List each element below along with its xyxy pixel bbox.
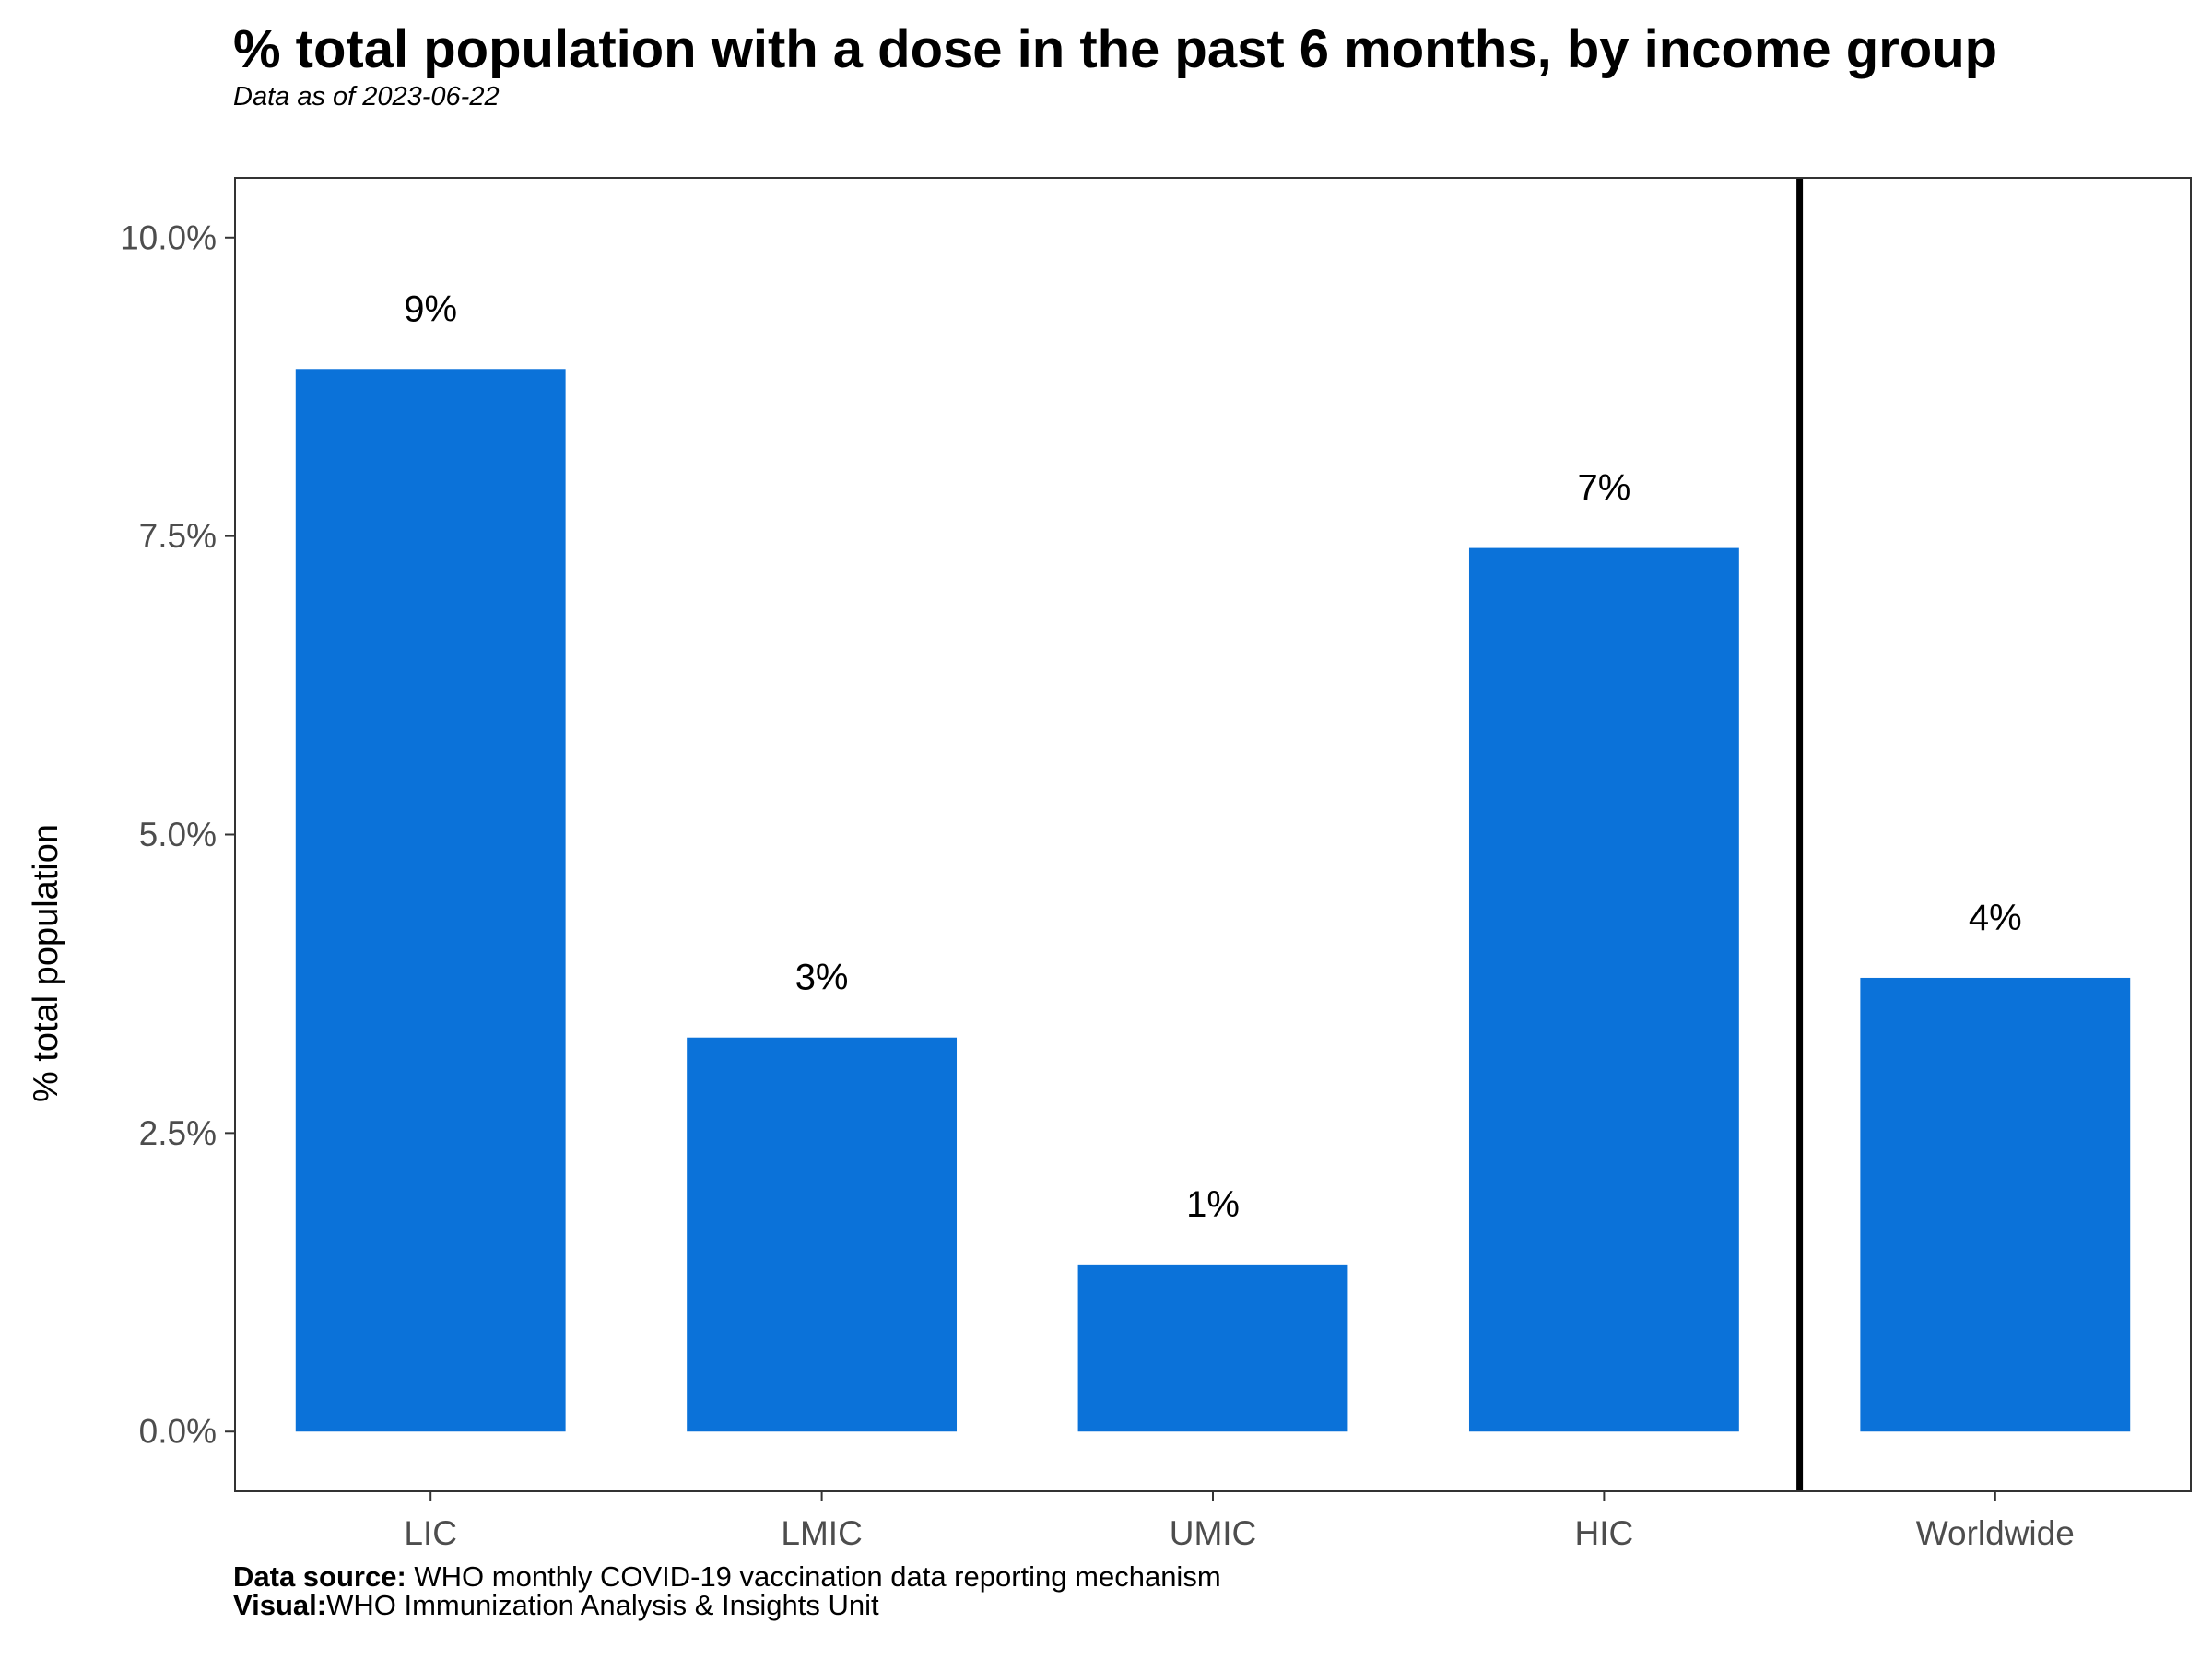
caption-source-text: WHO monthly COVID-19 vaccination data re…: [406, 1560, 1221, 1593]
caption-visual-text: WHO Immunization Analysis & Insights Uni…: [326, 1589, 879, 1621]
data-labels-layer: 9% 3% 1% 7% 4%: [404, 288, 2021, 1225]
x-tick-label-umic: UMIC: [1170, 1514, 1257, 1552]
y-axis: 0.0% 2.5% 5.0% 7.5% 10.0%: [120, 218, 235, 1451]
caption-visual-label: Visual:: [233, 1589, 327, 1621]
chart-subtitle: Data as of 2023-06-22: [233, 82, 500, 112]
data-label-worldwide: 4%: [1969, 898, 2022, 938]
data-label-umic: 1%: [1186, 1184, 1240, 1225]
chart-title: % total population with a dose in the pa…: [233, 19, 1998, 79]
caption-source-label: Data source:: [233, 1560, 406, 1593]
y-tick-label: 2.5%: [139, 1114, 217, 1152]
bar-worldwide: [1860, 977, 2131, 1432]
bars-layer: [295, 369, 2131, 1432]
y-axis-title: % total population: [27, 824, 65, 1102]
y-tick-label: 5.0%: [139, 816, 217, 853]
bar-hic: [1468, 547, 1739, 1432]
y-tick-label: 7.5%: [139, 517, 217, 555]
caption-source: Data source: WHO monthly COVID-19 vaccin…: [233, 1560, 1221, 1593]
y-axis-title-group: % total population: [27, 824, 65, 1102]
bar-lic: [295, 369, 566, 1432]
data-label-lmic: 3%: [795, 958, 849, 998]
bar-umic: [1077, 1264, 1348, 1432]
x-tick-label-hic: HIC: [1575, 1514, 1634, 1552]
data-label-hic: 7%: [1577, 468, 1630, 509]
caption-visual: Visual:WHO Immunization Analysis & Insig…: [233, 1589, 879, 1621]
plot-panel-border: [234, 177, 2192, 1492]
x-axis: LIC LMIC UMIC HIC Worldwide: [404, 1491, 2075, 1552]
bar-lmic: [687, 1037, 958, 1432]
x-tick-label-worldwide: Worldwide: [1916, 1514, 2075, 1552]
x-tick-label-lic: LIC: [404, 1514, 457, 1552]
x-tick-label-lmic: LMIC: [781, 1514, 862, 1552]
data-label-lic: 9%: [404, 288, 457, 329]
y-tick-label: 0.0%: [139, 1413, 217, 1451]
y-tick-label: 10.0%: [120, 218, 217, 256]
